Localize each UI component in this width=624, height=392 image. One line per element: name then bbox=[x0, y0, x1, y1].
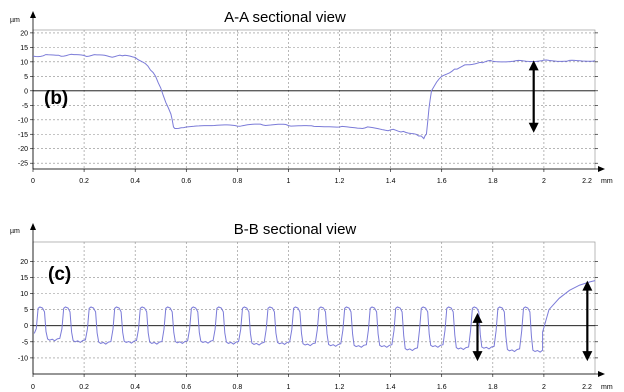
x-tick-label: 1.6 bbox=[437, 178, 447, 185]
y-tick-label: 15 bbox=[20, 275, 28, 282]
x-unit-label: mm bbox=[601, 384, 613, 391]
y-tick-label: 5 bbox=[24, 74, 28, 81]
y-tick-label: -10 bbox=[18, 117, 28, 124]
x-tick-label: 0.6 bbox=[181, 178, 191, 185]
height-annotation-arrow bbox=[528, 60, 539, 133]
y-tick-label: 5 bbox=[24, 307, 28, 314]
chart-panel-c: 20 15 10 5 0 -5 -10 0 0.2 0.4 0.6 0.8 1 1.2 1.4 1.6 1.8 2… bbox=[10, 221, 613, 391]
panel-label: (b) bbox=[44, 88, 68, 109]
chart-panel-b: 20 15 10 5 0 -5 -10 -15 -20 -25 0 0.2 0.4 0.6 0.8 1 1.2 1… bbox=[10, 9, 613, 185]
x-tick-label: 1.4 bbox=[386, 178, 396, 185]
plot-frame bbox=[32, 241, 596, 375]
y-axis-arrow bbox=[30, 223, 36, 230]
y-axis-arrow bbox=[30, 11, 36, 18]
x-axis-arrow bbox=[598, 371, 605, 377]
x-tick-label: 1 bbox=[287, 178, 291, 185]
x-tick-label: 1.2 bbox=[335, 384, 345, 391]
y-tick-label: 15 bbox=[20, 45, 28, 52]
y-tick-label: -5 bbox=[22, 339, 28, 346]
x-tick-label-end: 2.2 bbox=[582, 178, 592, 185]
y-tick-label: 20 bbox=[20, 259, 28, 266]
x-tick-label: 1.8 bbox=[488, 384, 498, 391]
panel-label: (c) bbox=[48, 264, 71, 285]
y-tick-label: -10 bbox=[18, 355, 28, 362]
y-tick-label: 0 bbox=[24, 323, 28, 330]
x-tick-label: 0.6 bbox=[181, 384, 191, 391]
y-tick-label: -15 bbox=[18, 132, 28, 139]
x-tick-label: 1.6 bbox=[437, 384, 447, 391]
x-axis-arrow bbox=[598, 166, 605, 172]
arrow-head-down bbox=[582, 351, 593, 362]
y-tick-label: 10 bbox=[20, 59, 28, 66]
y-tick-label: -5 bbox=[22, 103, 28, 110]
arrow-head-up bbox=[582, 280, 593, 291]
x-tick-label: 0.8 bbox=[232, 384, 242, 391]
x-tick-label: 2 bbox=[542, 178, 546, 185]
x-tick-label: 1.2 bbox=[335, 178, 345, 185]
x-tick-label: 0.8 bbox=[232, 178, 242, 185]
profile-series-line bbox=[33, 280, 596, 353]
y-tick-label: 20 bbox=[20, 30, 28, 37]
y-unit-label: µm bbox=[10, 228, 20, 235]
x-tick-label: 0 bbox=[31, 384, 35, 391]
y-tick-label: 10 bbox=[20, 291, 28, 298]
x-tick-label: 0.4 bbox=[130, 384, 140, 391]
x-tick-label: 1.4 bbox=[386, 384, 396, 391]
x-tick-label: 1 bbox=[287, 384, 291, 391]
x-tick-label: 0.4 bbox=[130, 178, 140, 185]
y-unit-label: µm bbox=[10, 17, 20, 24]
y-tick-label: -25 bbox=[18, 161, 28, 168]
arrow-head-up bbox=[472, 312, 483, 323]
x-tick-label-end: 2.2 bbox=[582, 384, 592, 391]
height-annotation-arrow bbox=[582, 280, 593, 362]
arrow-head-down bbox=[472, 351, 483, 362]
y-tick-label: -20 bbox=[18, 146, 28, 153]
chart-title: A-A sectional view bbox=[224, 9, 346, 26]
x-tick-label: 0 bbox=[31, 178, 35, 185]
x-tick-label: 1.8 bbox=[488, 178, 498, 185]
arrow-head-up bbox=[528, 60, 539, 71]
x-tick-label: 2 bbox=[542, 384, 546, 391]
y-tick-label: 0 bbox=[24, 88, 28, 95]
x-unit-label: mm bbox=[601, 178, 613, 185]
chart-title: B-B sectional view bbox=[234, 221, 357, 238]
arrow-head-down bbox=[528, 122, 539, 133]
profile-series-line bbox=[32, 53, 596, 140]
x-tick-label: 0.2 bbox=[79, 384, 89, 391]
height-annotation-arrow bbox=[472, 312, 483, 362]
plot-frame bbox=[32, 29, 596, 170]
x-tick-label: 0.2 bbox=[79, 178, 89, 185]
